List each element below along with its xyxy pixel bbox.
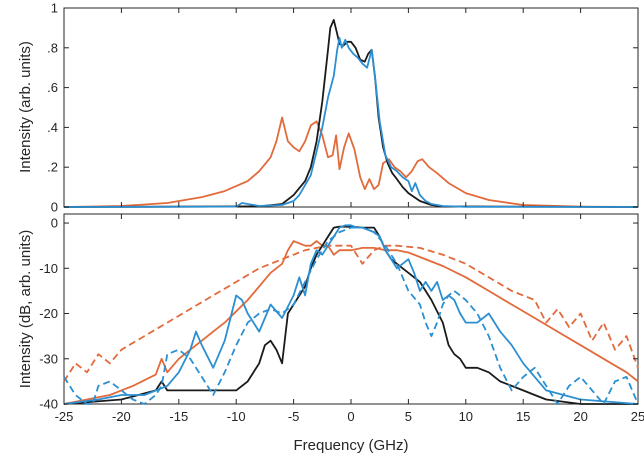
bottom-x-tick-label: -20 — [112, 409, 131, 424]
bottom-y-tick-label: -40 — [39, 397, 58, 412]
bottom-x-tick-label: 0 — [347, 409, 354, 424]
bottom-series-group — [63, 224, 639, 405]
top-y-tick-label: .8 — [47, 40, 58, 55]
bottom-plot-area — [63, 213, 639, 405]
bottom-x-tick-label: -15 — [169, 409, 188, 424]
x-axis-title: Frequency (GHz) — [293, 437, 408, 454]
bottom-x-tick-label: 20 — [573, 409, 587, 424]
top-y-tick-label: .4 — [47, 120, 58, 135]
top-x-ticks — [63, 8, 639, 207]
top-series-line-1 — [63, 19, 639, 208]
bottom-x-tick-label: -10 — [227, 409, 246, 424]
bottom-y-axis-title: Intensity (dB, arb. units) — [17, 230, 34, 388]
bottom-panel: -40 -30 -20 -10 0 -25 -20 -15 -10 -5 0 5 10 15 20 25 I… — [17, 213, 644, 454]
bottom-y-tick-label: -30 — [39, 351, 58, 366]
top-panel: 0 .2 .4 .6 .8 1 Intensity (arb. units) — [17, 1, 639, 215]
bottom-series-line-1 — [63, 244, 639, 382]
bottom-series-line-3 — [63, 224, 639, 405]
top-series-line-0 — [63, 116, 639, 208]
top-y-axis-title: Intensity (arb. units) — [17, 41, 34, 173]
bottom-series-line-4 — [63, 226, 639, 405]
top-series-line-2 — [63, 36, 639, 208]
top-y-tick-label: 1 — [51, 1, 58, 16]
bottom-x-tick-label: 5 — [405, 409, 412, 424]
top-plot-area — [63, 7, 639, 208]
bottom-x-tick-label: -25 — [55, 409, 74, 424]
bottom-x-tick-label: 25 — [631, 409, 644, 424]
bottom-y-ticks: -40 -30 -20 -10 0 — [39, 216, 638, 412]
top-series-group — [63, 19, 639, 208]
bottom-x-tick-label: 10 — [459, 409, 473, 424]
bottom-x-ticks: -25 -20 -15 -10 -5 0 5 10 15 20 25 — [55, 214, 644, 424]
bottom-x-tick-label: -5 — [288, 409, 300, 424]
top-y-ticks: 0 .2 .4 .6 .8 1 — [47, 1, 638, 215]
top-y-tick-label: 0 — [51, 200, 58, 215]
bottom-y-tick-label: -10 — [39, 261, 58, 276]
bottom-y-tick-label: -20 — [39, 306, 58, 321]
bottom-series-line-2 — [63, 225, 638, 405]
bottom-x-tick-label: 15 — [516, 409, 530, 424]
bottom-series-line-0 — [63, 240, 639, 405]
top-y-tick-label: .2 — [47, 160, 58, 175]
top-y-tick-label: .6 — [47, 80, 58, 95]
bottom-y-tick-label: 0 — [51, 216, 58, 231]
